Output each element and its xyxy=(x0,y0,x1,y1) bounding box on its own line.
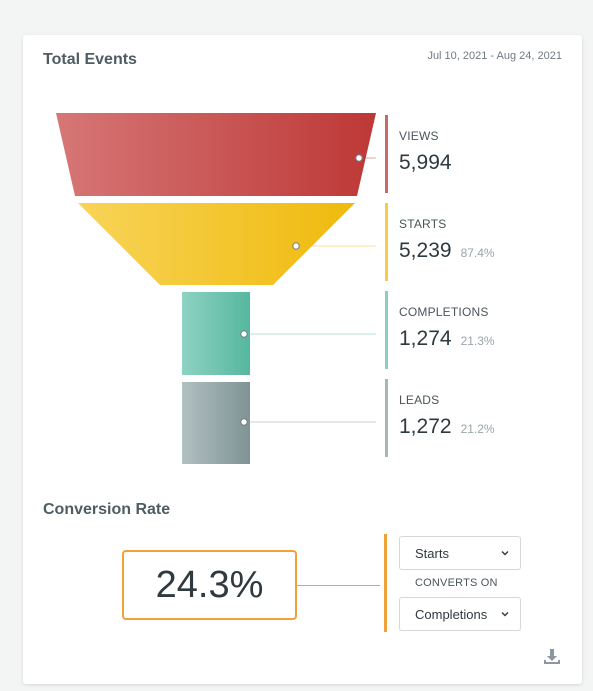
funnel-completions[interactable] xyxy=(182,292,250,375)
from-event-value: Starts xyxy=(415,546,449,561)
stage-label: LEADS xyxy=(399,393,440,407)
stage-value: 5,239 87.4% xyxy=(399,239,495,262)
stage-leads: LEADS 1,272 21.2% xyxy=(385,379,568,457)
chevron-down-icon xyxy=(501,551,509,556)
to-event-value: Completions xyxy=(415,607,488,622)
chevron-down-icon xyxy=(501,612,509,617)
connector-dot xyxy=(240,330,248,338)
stage-value: 1,274 21.3% xyxy=(399,327,495,350)
stage-label: VIEWS xyxy=(399,129,439,143)
to-event-select[interactable]: Completions xyxy=(399,597,521,631)
stage-value: 1,272 21.2% xyxy=(399,415,495,438)
funnel-chart xyxy=(56,113,376,464)
card-title: Total Events xyxy=(43,51,137,68)
stage-starts: STARTS 5,239 87.4% xyxy=(385,203,568,281)
connector-line xyxy=(297,585,380,586)
converts-on-label: CONVERTS ON xyxy=(415,577,498,589)
stage-views: VIEWS 5,994 xyxy=(385,115,568,193)
conversion-rate-value: 24.3% xyxy=(122,550,297,620)
connector-dot xyxy=(355,154,363,162)
stage-percent: 21.3% xyxy=(460,334,495,348)
date-range: Jul 10, 2021 - Aug 24, 2021 xyxy=(427,50,562,62)
stage-completions: COMPLETIONS 1,274 21.3% xyxy=(385,291,568,369)
total-events-card: Total Events Jul 10, 2021 - Aug 24, 2021… xyxy=(23,35,582,684)
funnel-leads[interactable] xyxy=(182,382,250,464)
stage-label: STARTS xyxy=(399,217,447,231)
stage-percent: 21.2% xyxy=(460,422,495,436)
funnel-views[interactable] xyxy=(56,113,376,196)
connector-dot xyxy=(292,242,300,250)
download-icon[interactable] xyxy=(543,648,561,666)
connector-dot xyxy=(240,418,248,426)
from-event-select[interactable]: Starts xyxy=(399,536,521,570)
stage-percent: 87.4% xyxy=(460,246,495,260)
accent-bar xyxy=(384,534,387,632)
stage-label: COMPLETIONS xyxy=(399,305,489,319)
funnel-starts[interactable] xyxy=(78,203,355,285)
stage-value: 5,994 xyxy=(399,151,452,174)
conversion-title: Conversion Rate xyxy=(43,501,171,518)
